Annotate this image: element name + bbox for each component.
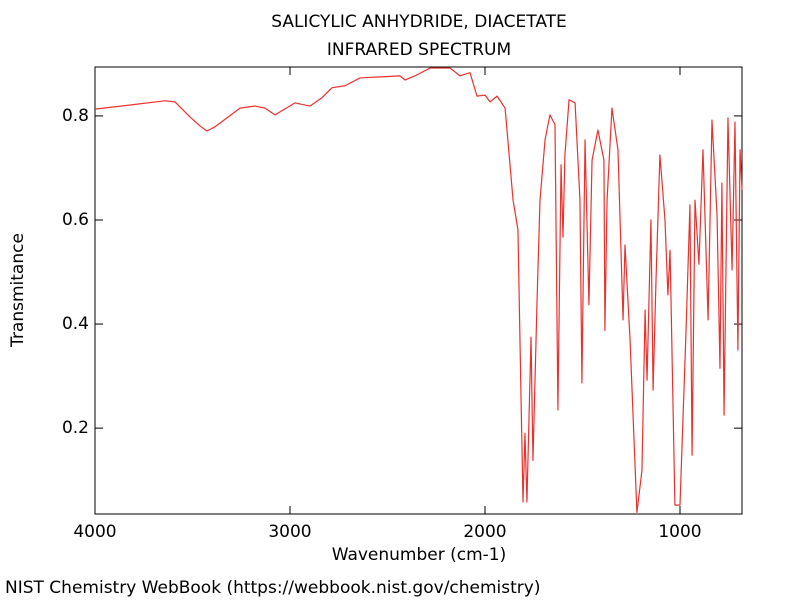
x-tick-label: 4000 <box>73 522 116 542</box>
x-tick-label: 2000 <box>463 522 506 542</box>
x-tick-label: 3000 <box>268 522 311 542</box>
y-tick-label: 0.4 <box>62 314 89 334</box>
x-axis-label: Wavenumber (cm-1) <box>332 545 507 565</box>
chart-subtitle: INFRARED SPECTRUM <box>327 40 511 60</box>
y-tick-label: 0.2 <box>62 418 89 438</box>
y-axis-label: Transmitance <box>8 233 28 348</box>
footer: NIST Chemistry WebBook (https://webbook.… <box>5 578 540 598</box>
y-tick-label: 0.8 <box>62 106 89 126</box>
chart-title: SALICYLIC ANHYDRIDE, DIACETATE <box>271 12 567 32</box>
spectrum-line <box>94 67 743 514</box>
plot-frame <box>94 66 743 515</box>
y-tick-label: 0.6 <box>62 210 89 230</box>
x-tick-label: 1000 <box>658 522 701 542</box>
